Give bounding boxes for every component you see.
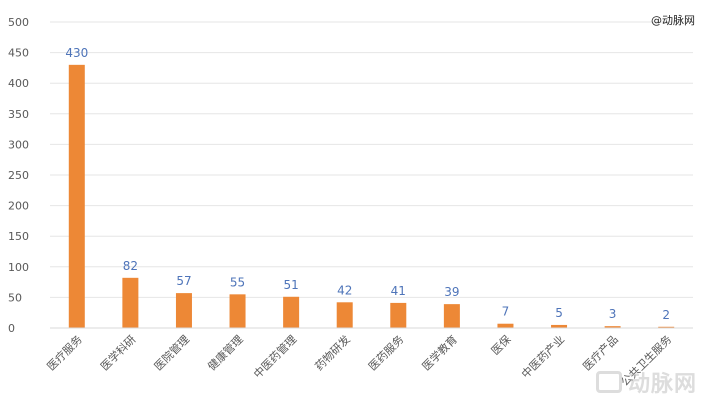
y-tick-label: 200 bbox=[8, 200, 29, 213]
bar bbox=[336, 302, 353, 328]
data-label: 82 bbox=[123, 259, 138, 273]
x-tick-label: 医疗服务 bbox=[44, 332, 85, 373]
y-tick-label: 400 bbox=[8, 77, 29, 90]
x-tick-label: 医保 bbox=[488, 332, 513, 357]
data-label: 2 bbox=[662, 308, 670, 322]
y-tick-label: 450 bbox=[8, 47, 29, 60]
bar bbox=[122, 277, 139, 328]
data-label: 430 bbox=[65, 46, 88, 60]
data-label: 39 bbox=[444, 285, 459, 299]
y-tick-label: 100 bbox=[8, 261, 29, 274]
data-label: 5 bbox=[555, 306, 563, 320]
bar bbox=[443, 304, 460, 328]
bar bbox=[175, 293, 192, 328]
x-tick-label: 医学教育 bbox=[419, 332, 460, 373]
y-tick-label: 300 bbox=[8, 138, 29, 151]
bar bbox=[390, 302, 407, 328]
bar bbox=[68, 64, 85, 328]
y-tick-label: 350 bbox=[8, 108, 29, 121]
x-tick-label: 医学科研 bbox=[97, 332, 138, 373]
data-label: 55 bbox=[230, 275, 245, 289]
y-tick-label: 150 bbox=[8, 230, 29, 243]
data-label: 7 bbox=[502, 305, 510, 319]
watermark-text: 动脉网 bbox=[627, 372, 697, 397]
data-label: 3 bbox=[609, 307, 617, 321]
bar bbox=[497, 323, 514, 328]
data-label: 57 bbox=[176, 274, 191, 288]
bar bbox=[551, 324, 568, 328]
watermark-logo-icon bbox=[595, 371, 622, 393]
x-tick-label: 中医药管理 bbox=[250, 332, 299, 381]
source-label: @动脉网 bbox=[651, 14, 695, 27]
bar bbox=[229, 294, 246, 328]
y-tick-label: 250 bbox=[8, 169, 29, 182]
data-label: 42 bbox=[337, 283, 352, 297]
bar bbox=[658, 326, 675, 328]
x-tick-label: 医药服务 bbox=[366, 333, 406, 373]
y-tick-label: 500 bbox=[8, 16, 29, 29]
x-tick-label: 中医药产业 bbox=[518, 332, 567, 381]
data-label: 41 bbox=[391, 284, 406, 298]
y-tick-label: 0 bbox=[8, 322, 15, 335]
x-tick-label: 健康管理 bbox=[205, 332, 246, 373]
bar bbox=[283, 296, 300, 328]
watermark: 动脉网 bbox=[595, 366, 697, 398]
x-tick-label: 药物研发 bbox=[312, 332, 353, 373]
data-label: 51 bbox=[283, 278, 298, 292]
x-tick-label: 医院管理 bbox=[151, 332, 192, 373]
y-tick-label: 50 bbox=[8, 291, 22, 304]
bar bbox=[604, 326, 621, 328]
